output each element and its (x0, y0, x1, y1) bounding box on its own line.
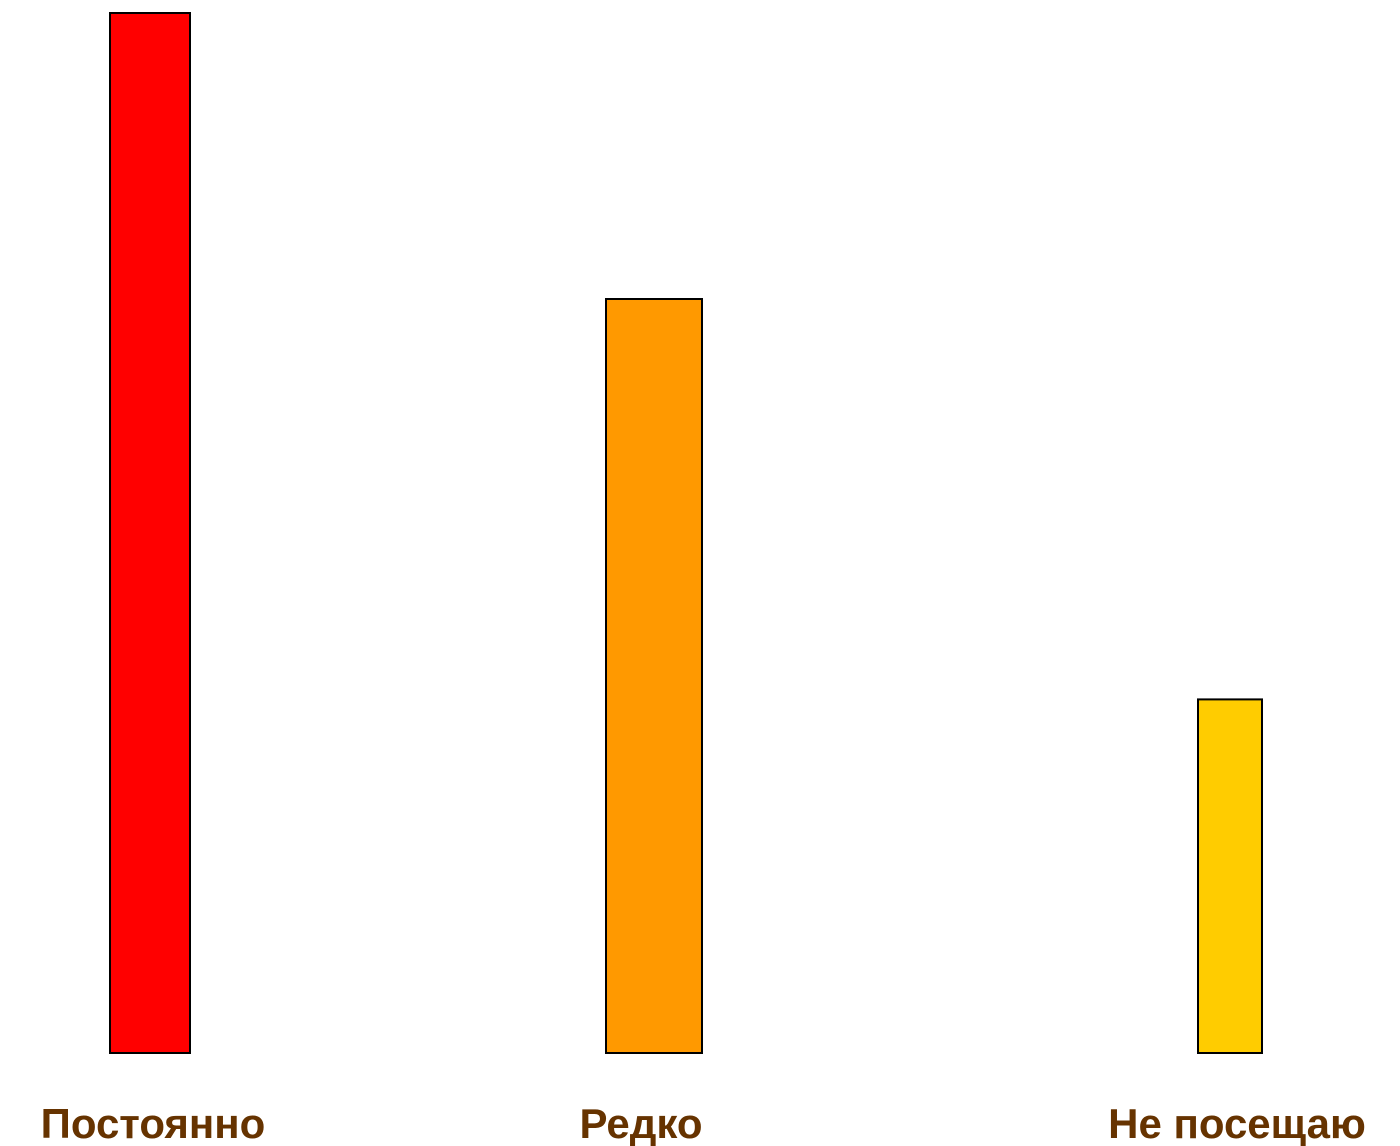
category-label-2: Редко (579, 1100, 702, 1146)
bar-3 (1197, 698, 1263, 1055)
bar-2 (605, 298, 703, 1054)
category-labels-group: Постоянно Редко Не посещаю (41, 1100, 1366, 1146)
bars-group (109, 12, 1263, 1055)
category-label-3: Не посещаю (1108, 1100, 1366, 1146)
category-label-1: Постоянно (41, 1100, 266, 1146)
bar-1 (109, 12, 191, 1054)
